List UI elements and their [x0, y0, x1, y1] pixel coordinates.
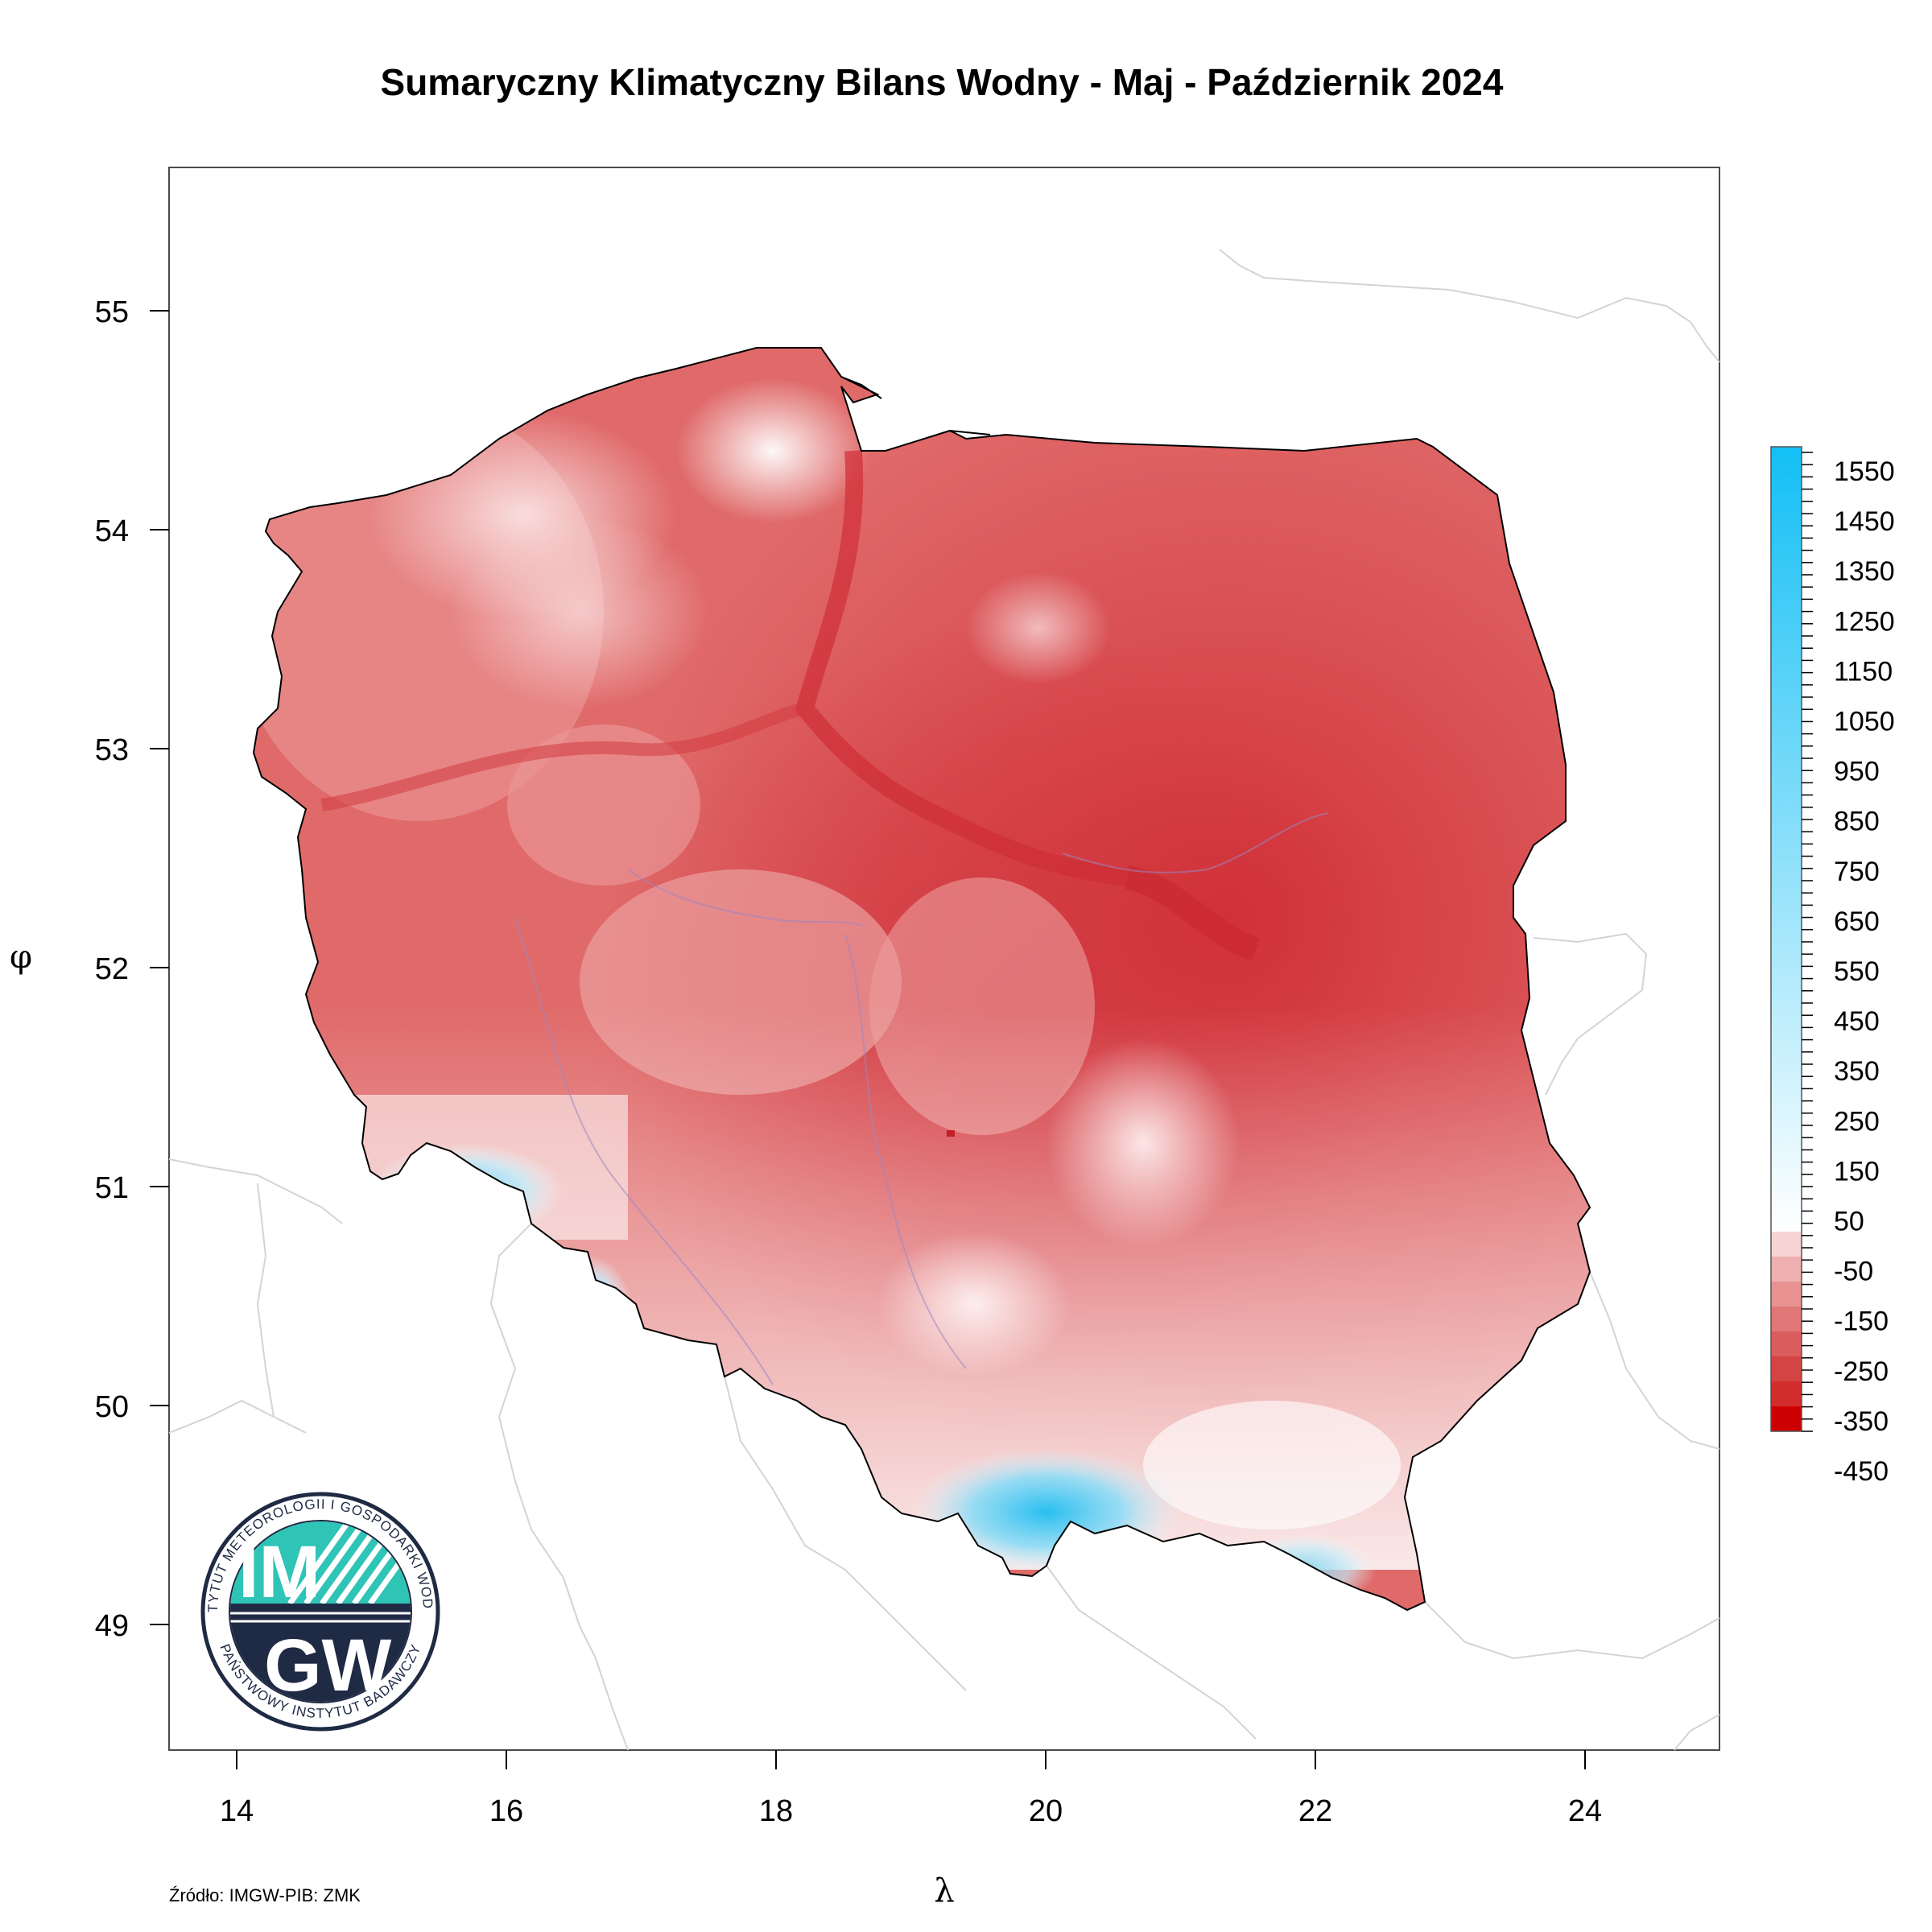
- legend-positive-bar: [1771, 447, 1802, 1232]
- legend-label: 450: [1834, 1006, 1880, 1037]
- chart-title: Sumaryczny Klimatyczny Bilans Wodny - Ma…: [381, 61, 1504, 103]
- legend-label: 650: [1834, 906, 1880, 937]
- legend-label: 550: [1834, 956, 1880, 987]
- legend-label: 150: [1834, 1156, 1880, 1187]
- legend-band: [1771, 1406, 1802, 1431]
- legend-label: 1150: [1834, 656, 1893, 687]
- vistula-spit: [949, 430, 991, 436]
- x-tick-label: 20: [1029, 1794, 1063, 1828]
- legend-label: 1050: [1834, 707, 1895, 737]
- x-tick-label: 18: [759, 1794, 793, 1828]
- y-axis: [150, 310, 169, 1625]
- legend-label: 350: [1834, 1056, 1880, 1087]
- legend-label: 850: [1834, 807, 1880, 837]
- legend-band: [1771, 1232, 1802, 1257]
- logo-letters-im: IM: [238, 1531, 320, 1613]
- hel-peninsula: [840, 376, 882, 399]
- legend-band: [1771, 1331, 1802, 1356]
- legend-band: [1771, 1282, 1802, 1307]
- x-tick-label: 22: [1298, 1794, 1332, 1828]
- legend-label: 1550: [1834, 456, 1895, 487]
- x-tick-label: 14: [220, 1794, 254, 1828]
- river-lines: [514, 812, 1329, 1385]
- legend-band: [1771, 1356, 1802, 1381]
- x-axis-label: λ: [934, 1872, 954, 1909]
- legend-band: [1771, 1381, 1802, 1406]
- legend-label: 1450: [1834, 506, 1895, 537]
- color-legend: 1550 1450 1350 1250 1150 1050 950 850 750 650 550 4…: [1770, 446, 1895, 1487]
- x-axis: [236, 1750, 1586, 1769]
- legend-label: 250: [1834, 1106, 1880, 1137]
- neighbour-borders: [168, 249, 1720, 1751]
- legend-label: 1250: [1834, 606, 1895, 637]
- legend-label: -150: [1834, 1307, 1889, 1337]
- logo-letters-gw: GW: [264, 1624, 392, 1707]
- y-tick-label: 52: [95, 952, 129, 986]
- legend-band: [1771, 1307, 1802, 1331]
- y-tick-label: 49: [95, 1609, 129, 1643]
- legend-label: 950: [1834, 757, 1880, 787]
- source-note: Źródło: IMGW-PIB: ZMK: [169, 1885, 361, 1905]
- y-tick-label: 55: [95, 295, 129, 329]
- x-tick-label: 16: [489, 1794, 523, 1828]
- legend-label: -450: [1834, 1456, 1889, 1487]
- legend-label: 1350: [1834, 556, 1895, 587]
- legend-label: -350: [1834, 1406, 1889, 1437]
- water-balance-raster: [254, 348, 1590, 1610]
- x-tick-label: 24: [1568, 1794, 1602, 1828]
- y-tick-label: 50: [95, 1390, 129, 1424]
- legend-label: -250: [1834, 1356, 1889, 1387]
- legend-band: [1771, 1257, 1802, 1282]
- legend-label: 50: [1834, 1207, 1864, 1237]
- legend-label: -50: [1834, 1257, 1873, 1287]
- y-tick-label: 53: [95, 733, 129, 767]
- legend-label: 750: [1834, 857, 1880, 887]
- y-tick-label: 51: [95, 1171, 129, 1205]
- plot-frame: [168, 167, 1720, 1751]
- y-axis-label: φ: [10, 939, 32, 976]
- y-tick-label: 54: [95, 514, 129, 548]
